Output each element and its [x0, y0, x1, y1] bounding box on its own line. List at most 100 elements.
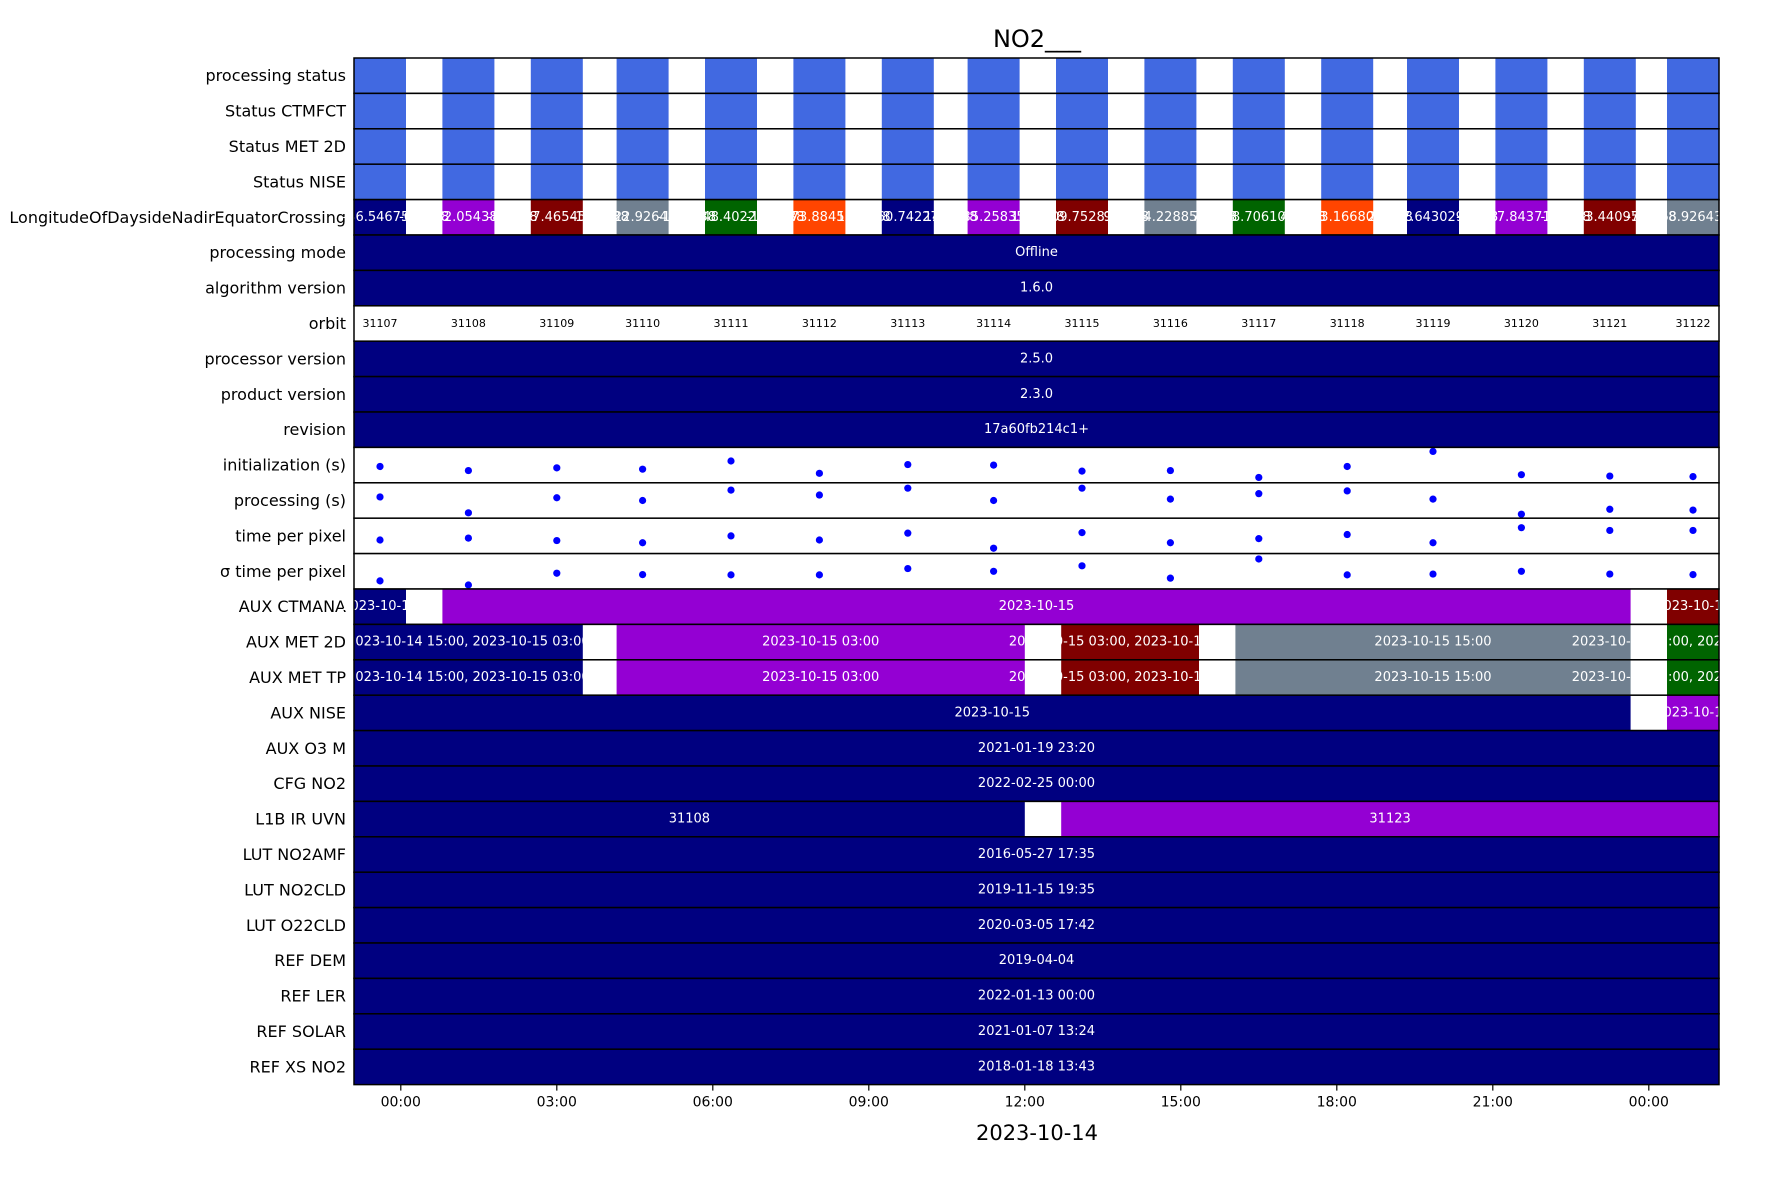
orbit-bar: [1495, 199, 1548, 235]
data-point: [1255, 490, 1263, 498]
row-label: LongitudeOfDaysideNadirEquatorCrossing: [9, 208, 346, 227]
segment-label: 17a60fb214c1+: [984, 422, 1089, 437]
row-label: processing (s): [234, 491, 346, 510]
segment-label: -148.402221: [689, 210, 772, 225]
segment-label: 109.752818: [1043, 210, 1122, 225]
segment-label: 2023-10-15 15:00: [1374, 670, 1491, 685]
row-lut-no2cld: LUT NO2CLD 2019-11-15 19:35: [244, 871, 1720, 909]
orbit-bar: [1232, 93, 1285, 129]
data-point: [464, 581, 472, 589]
row-label: AUX MET 2D: [246, 633, 346, 652]
data-point: [1606, 526, 1614, 535]
segment-bar: [616, 659, 1025, 696]
data-point: [1255, 473, 1263, 482]
row-label: LUT NO2CLD: [244, 880, 346, 899]
row-revision: revision 17a60fb214c1+: [283, 411, 1720, 449]
segment-label: 2020-03-05 17:42: [978, 918, 1095, 933]
data-point: [727, 486, 735, 494]
orbit-bar: [442, 199, 495, 235]
orbit-bar: [705, 164, 757, 200]
row-processor-version: processor version 2.5.0: [204, 340, 1720, 378]
row-label: revision: [283, 420, 346, 439]
row-label: Status CTMFCT: [225, 102, 346, 121]
orbit-bar: [967, 58, 1020, 94]
data-point: [1343, 530, 1351, 539]
x-tick-label: 00:00: [381, 1095, 421, 1111]
orbit-bar: [442, 128, 495, 165]
x-tick-label: 21:00: [1473, 1095, 1513, 1111]
row-bar: [354, 907, 1719, 943]
orbit-bar: [1232, 128, 1285, 165]
row-status-nise: Status NISE: [253, 163, 1720, 201]
data-point: [1166, 466, 1174, 475]
row-orbit: orbit 31107 31108 31109 31110 31111 31112 31113…: [309, 305, 1720, 342]
data-point: [1429, 570, 1437, 578]
data-point: [1689, 473, 1697, 481]
segment-label: -161.038: [746, 210, 804, 225]
orbit-bar: [705, 128, 757, 165]
row-processing-status: processing status: [206, 57, 1720, 95]
segment-label: -84.738: [488, 210, 538, 225]
segment-label: 2023-10-14 15:00, 2023-10-15 03:00: [347, 670, 590, 685]
segment-bar: [1667, 624, 1719, 660]
segment-label: 2022-02-25 00:00: [978, 776, 1095, 791]
data-point: [1166, 495, 1174, 503]
row-label: AUX MET TP: [249, 668, 346, 687]
row-bar: [354, 1013, 1719, 1050]
data-point: [553, 464, 561, 472]
segment-label: -56.038: [1626, 210, 1676, 225]
orbit-number: 31121: [1592, 317, 1627, 330]
row-label: algorithm version: [205, 279, 346, 298]
orbit-bar: [1232, 164, 1285, 200]
row-label: product version: [221, 385, 346, 404]
segment-bar: [1061, 659, 1199, 696]
segment-label: 20.438: [1367, 210, 1413, 225]
orbit-bar: [354, 128, 406, 165]
orbit-bar: [1144, 128, 1197, 165]
row-background: [354, 553, 1719, 589]
segment-label: -68.926439: [1656, 210, 1731, 225]
segment-label: 2023-10-15 03:00: [762, 670, 879, 685]
segment-label: -97.465454: [519, 210, 594, 225]
row-bar: [354, 872, 1719, 908]
orbit-bar: [967, 128, 1020, 165]
data-point: [1689, 570, 1697, 579]
row-time-per-pixel: time per pixel: [235, 517, 1720, 555]
data-point: [1078, 484, 1086, 492]
data-point: [815, 536, 824, 544]
segment-bar: [1061, 801, 1719, 837]
segment-bar: [1667, 695, 1719, 731]
row-label: time per pixel: [235, 526, 346, 545]
orbit-bar: [705, 199, 757, 235]
orbit-bar: [1056, 164, 1108, 200]
x-tick-label: 03:00: [537, 1095, 577, 1111]
segment-label: 2023-10-14: [342, 599, 418, 614]
data-point: [464, 534, 472, 542]
data-point: [1078, 467, 1086, 475]
data-point: [1078, 562, 1086, 570]
orbit-bar: [881, 128, 934, 165]
row-label: initialization (s): [223, 456, 346, 475]
segment-label: -17.843716: [1484, 210, 1559, 225]
orbit-number: 31115: [1065, 317, 1100, 330]
row-algorithm-version: algorithm version 1.6.0: [205, 269, 1720, 307]
segment-label: 2021-01-19 23:20: [978, 741, 1095, 756]
data-point: [1517, 524, 1525, 532]
orbit-bar: [1407, 164, 1459, 200]
row-background: [354, 305, 1719, 342]
data-point: [639, 539, 647, 547]
orbit-bar: [1583, 58, 1636, 94]
data-point: [1689, 506, 1697, 514]
data-point: [1078, 529, 1086, 537]
segment-label: 31108: [669, 812, 710, 827]
row-status-ctmfct: Status CTMFCT: [225, 92, 1720, 130]
orbit-bar: [530, 128, 583, 165]
segment-label: 2019-11-15 19:35: [978, 882, 1095, 897]
row-background: [354, 447, 1719, 483]
orbit-bar: [1583, 93, 1636, 129]
data-point: [553, 494, 561, 502]
data-point: [639, 570, 647, 579]
orbit-bar: [616, 164, 669, 200]
orbit-bar: [967, 164, 1020, 200]
data-point: [1255, 535, 1263, 543]
